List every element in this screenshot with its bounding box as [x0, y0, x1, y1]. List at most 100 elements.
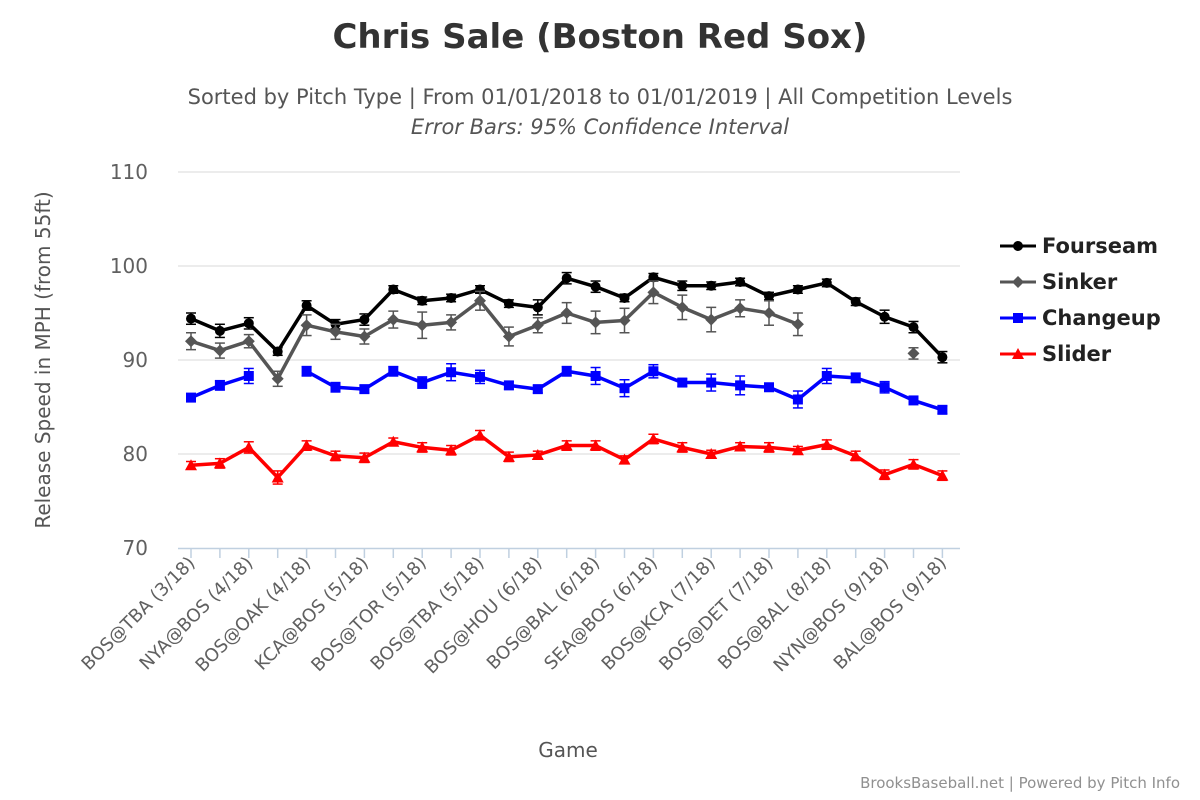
data-point[interactable]	[186, 392, 196, 403]
data-point[interactable]	[502, 330, 515, 343]
data-point[interactable]	[445, 316, 458, 329]
data-point[interactable]	[879, 382, 890, 393]
data-point[interactable]	[185, 459, 197, 471]
data-point[interactable]	[618, 453, 631, 465]
data-point[interactable]	[648, 272, 659, 283]
data-point[interactable]	[359, 314, 370, 325]
data-point[interactable]	[387, 313, 400, 326]
data-point[interactable]	[445, 444, 458, 456]
data-point[interactable]	[647, 286, 660, 299]
data-point[interactable]	[272, 346, 283, 357]
data-point[interactable]	[705, 313, 718, 326]
data-point[interactable]	[677, 280, 688, 291]
data-point[interactable]	[242, 335, 255, 348]
data-point[interactable]	[560, 307, 573, 319]
data-point[interactable]	[735, 276, 746, 287]
data-point[interactable]	[213, 344, 226, 357]
data-point[interactable]	[763, 307, 775, 319]
data-point[interactable]	[446, 367, 457, 378]
data-point[interactable]	[619, 292, 630, 303]
data-point[interactable]	[475, 371, 485, 382]
data-point[interactable]	[214, 380, 225, 391]
data-point[interactable]	[300, 319, 313, 332]
data-point[interactable]	[387, 435, 400, 447]
data-point[interactable]	[271, 471, 284, 483]
data-point[interactable]	[560, 439, 573, 451]
data-point[interactable]	[648, 366, 659, 377]
data-point[interactable]	[792, 394, 803, 405]
data-point[interactable]	[388, 284, 399, 295]
data-point[interactable]	[937, 352, 948, 363]
data-point[interactable]	[358, 330, 371, 343]
data-point[interactable]	[589, 439, 602, 451]
data-point[interactable]	[531, 319, 544, 332]
data-point[interactable]	[243, 318, 254, 329]
data-point[interactable]	[677, 377, 688, 388]
data-point[interactable]	[416, 319, 429, 332]
data-point[interactable]	[446, 292, 457, 303]
data-point[interactable]	[561, 273, 572, 284]
legend-item-slider[interactable]: Slider	[1000, 340, 1161, 368]
data-point[interactable]	[936, 469, 949, 481]
data-point[interactable]	[850, 372, 861, 383]
data-point[interactable]	[850, 296, 861, 307]
legend-item-sinker[interactable]: Sinker	[1000, 268, 1161, 296]
data-point[interactable]	[329, 449, 342, 461]
data-point[interactable]	[735, 380, 746, 391]
data-point[interactable]	[705, 448, 718, 459]
data-point[interactable]	[359, 384, 370, 395]
data-point[interactable]	[329, 325, 342, 338]
legend-item-changeup[interactable]: Changeup	[1000, 304, 1161, 332]
data-point[interactable]	[474, 429, 486, 441]
data-point[interactable]	[416, 441, 429, 453]
data-point[interactable]	[791, 444, 804, 456]
data-point[interactable]	[791, 318, 804, 331]
data-point[interactable]	[213, 457, 226, 469]
data-point[interactable]	[301, 366, 312, 377]
data-point[interactable]	[330, 382, 341, 393]
data-point[interactable]	[417, 295, 428, 306]
data-point[interactable]	[532, 302, 543, 313]
data-point[interactable]	[907, 458, 920, 470]
data-point[interactable]	[388, 366, 399, 377]
data-point[interactable]	[792, 284, 803, 295]
data-point[interactable]	[763, 441, 775, 453]
data-point[interactable]	[734, 302, 747, 315]
data-point[interactable]	[417, 377, 428, 388]
data-point[interactable]	[706, 280, 717, 291]
data-point[interactable]	[300, 439, 313, 451]
data-point[interactable]	[590, 281, 601, 292]
data-point[interactable]	[619, 383, 630, 394]
data-point[interactable]	[358, 451, 371, 463]
data-point[interactable]	[186, 313, 196, 324]
data-point[interactable]	[503, 298, 514, 309]
data-point[interactable]	[821, 370, 832, 381]
data-point[interactable]	[271, 372, 284, 385]
data-point[interactable]	[734, 440, 747, 452]
data-point[interactable]	[706, 377, 717, 388]
data-point[interactable]	[618, 314, 631, 327]
data-point[interactable]	[907, 347, 920, 360]
data-point[interactable]	[820, 438, 833, 450]
data-point[interactable]	[532, 384, 543, 395]
data-point[interactable]	[503, 380, 514, 391]
data-point[interactable]	[647, 432, 660, 444]
data-point[interactable]	[561, 366, 572, 377]
data-point[interactable]	[676, 441, 689, 453]
data-point[interactable]	[531, 448, 544, 460]
legend-item-fourseam[interactable]: Fourseam	[1000, 232, 1161, 260]
data-point[interactable]	[474, 294, 486, 307]
data-point[interactable]	[849, 449, 862, 461]
data-point[interactable]	[185, 335, 197, 348]
data-point[interactable]	[214, 325, 225, 336]
data-point[interactable]	[589, 316, 602, 329]
data-point[interactable]	[242, 441, 255, 453]
data-point[interactable]	[908, 322, 919, 333]
data-point[interactable]	[879, 311, 890, 322]
data-point[interactable]	[243, 370, 254, 381]
data-point[interactable]	[301, 300, 312, 311]
data-point[interactable]	[821, 277, 832, 288]
data-point[interactable]	[937, 404, 948, 415]
data-point[interactable]	[764, 382, 774, 393]
data-point[interactable]	[676, 301, 689, 314]
